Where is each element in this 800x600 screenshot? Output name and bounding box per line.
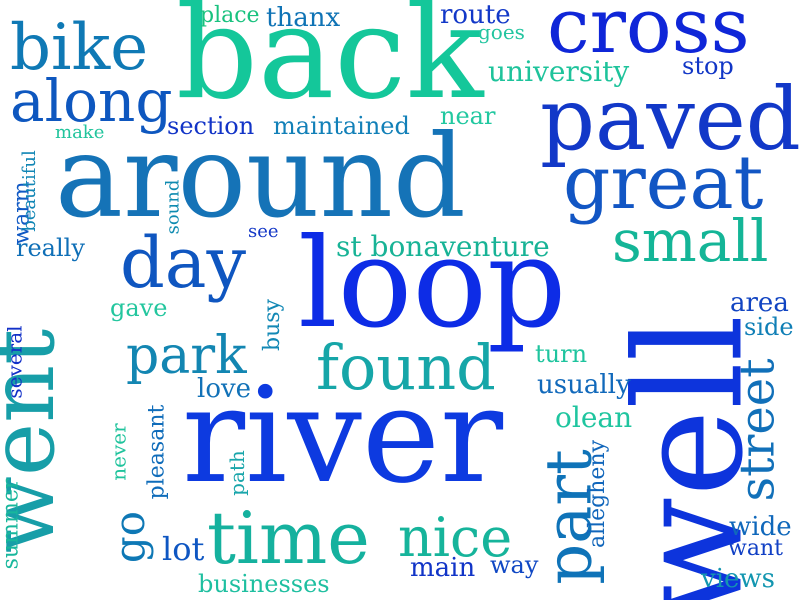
word-along: along — [10, 67, 173, 135]
word-around: around — [55, 110, 466, 243]
word-park: park — [126, 326, 247, 386]
word-beautiful: beautiful — [18, 150, 40, 232]
word-several: several — [2, 325, 27, 399]
word-main: main — [410, 553, 476, 583]
word-olean: olean — [555, 401, 633, 434]
word-nice: nice — [398, 506, 513, 569]
word-small: small — [612, 207, 769, 275]
word-stop: stop — [682, 52, 734, 80]
word-river: river — [182, 359, 504, 513]
word-back: back — [176, 0, 484, 128]
word-never: never — [106, 423, 131, 481]
word-area: area — [730, 288, 789, 318]
word-views: views — [701, 564, 775, 594]
word-see: see — [248, 221, 279, 242]
word-want: want — [728, 536, 783, 561]
word-go: go — [105, 510, 155, 564]
word-street: street — [729, 358, 786, 502]
word-paved: paved — [540, 70, 800, 170]
word-businesses: businesses — [198, 570, 330, 598]
word-love: love — [197, 374, 252, 404]
word-near: near — [440, 102, 496, 130]
word-section: section — [167, 112, 255, 140]
word-busy: busy — [259, 299, 285, 351]
word-usually: usually — [537, 370, 631, 400]
word-side: side — [744, 313, 794, 341]
word-thanx: thanx — [266, 3, 341, 33]
word-summer: summer — [0, 478, 24, 570]
word-gave: gave — [110, 294, 168, 322]
word-bike: bike — [10, 11, 149, 85]
word-university: university — [488, 55, 630, 88]
word-maintained: maintained — [273, 112, 410, 140]
word-great: great — [563, 140, 764, 226]
word-place: place — [200, 3, 260, 28]
word-path: path — [224, 450, 249, 496]
word-really: really — [16, 234, 85, 262]
word-lot: lot — [162, 530, 205, 568]
word-time: time — [207, 496, 370, 580]
word-day: day — [120, 222, 247, 304]
word-turn: turn — [535, 340, 588, 368]
word-make: make — [55, 122, 105, 143]
word-way: way — [490, 551, 539, 579]
word-route: route — [440, 0, 511, 30]
word-loop: loop — [298, 212, 567, 356]
word-goes: goes — [478, 20, 525, 44]
word-cross: cross — [547, 0, 750, 70]
word-pleasant: pleasant — [144, 404, 170, 500]
word-wide: wide — [729, 512, 792, 542]
word-st-bonaventure: st bonaventure — [336, 230, 550, 263]
word-allegheny: allegheny — [585, 439, 611, 549]
word-found: found — [316, 331, 496, 404]
